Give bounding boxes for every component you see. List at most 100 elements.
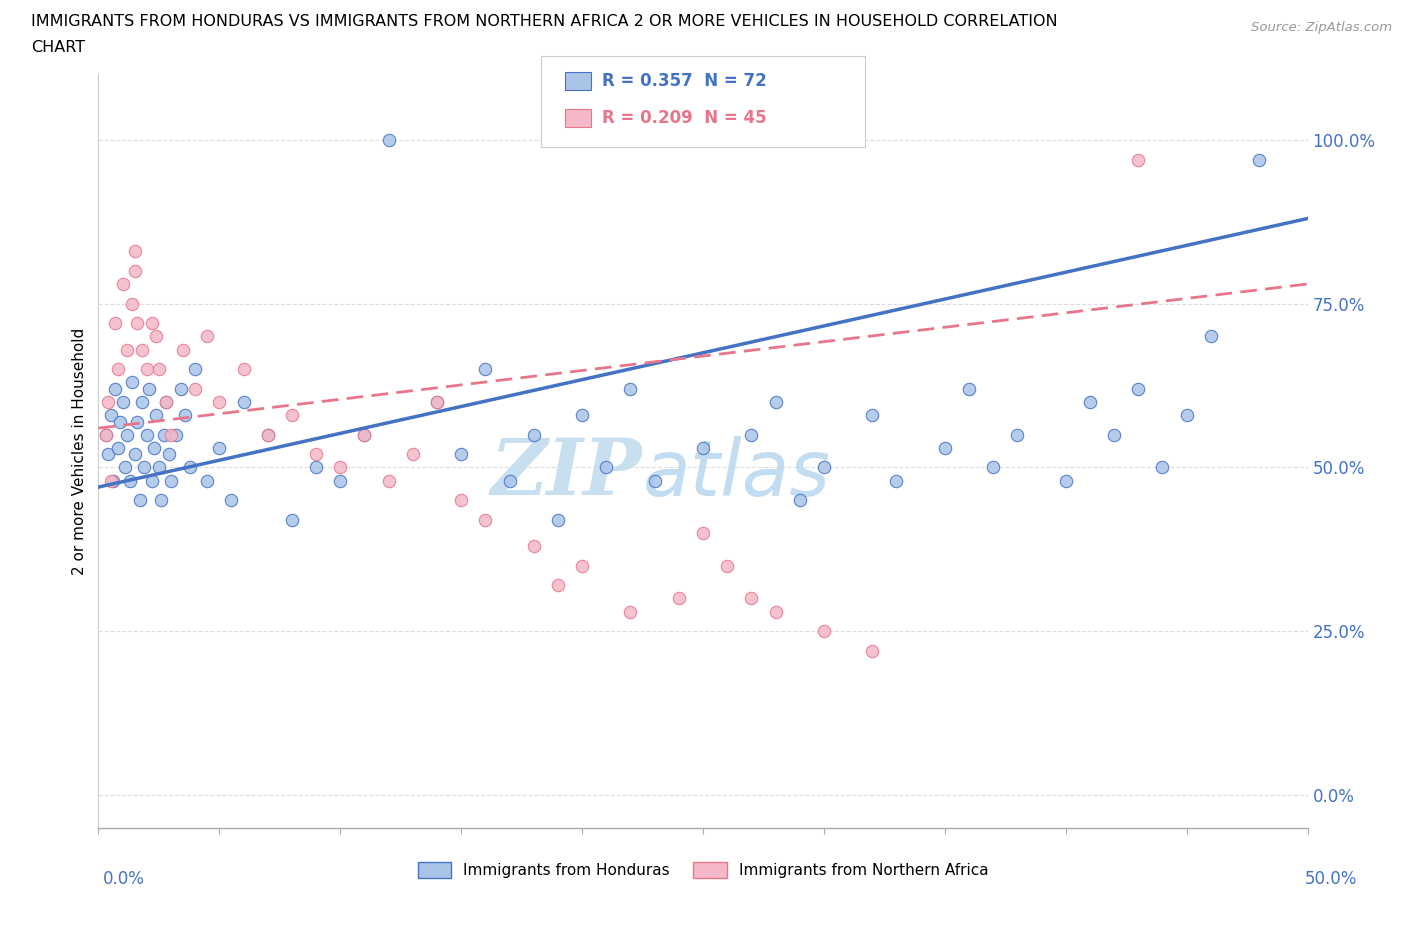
Point bbox=[692, 440, 714, 455]
Point bbox=[160, 473, 183, 488]
Point bbox=[97, 394, 120, 409]
Point bbox=[195, 473, 218, 488]
Point bbox=[426, 394, 449, 409]
Point bbox=[1175, 407, 1198, 422]
Point bbox=[114, 460, 136, 475]
Point bbox=[450, 447, 472, 462]
Point bbox=[281, 512, 304, 527]
Point bbox=[172, 342, 194, 357]
Text: IMMIGRANTS FROM HONDURAS VS IMMIGRANTS FROM NORTHERN AFRICA 2 OR MORE VEHICLES I: IMMIGRANTS FROM HONDURAS VS IMMIGRANTS F… bbox=[31, 14, 1057, 29]
Point bbox=[145, 407, 167, 422]
Point bbox=[100, 473, 122, 488]
Point bbox=[256, 427, 278, 442]
Point bbox=[143, 440, 166, 455]
Point bbox=[97, 447, 120, 462]
Point bbox=[121, 297, 143, 312]
Point bbox=[740, 591, 762, 605]
Text: R = 0.209  N = 45: R = 0.209 N = 45 bbox=[602, 109, 766, 127]
Point bbox=[1078, 394, 1101, 409]
Y-axis label: 2 or more Vehicles in Household: 2 or more Vehicles in Household bbox=[72, 327, 87, 575]
Point bbox=[668, 591, 690, 605]
Point bbox=[523, 427, 546, 442]
Point bbox=[934, 440, 956, 455]
Text: atlas: atlas bbox=[643, 435, 831, 512]
Point bbox=[1007, 427, 1029, 442]
Point bbox=[157, 447, 180, 462]
Point bbox=[165, 427, 187, 442]
Point bbox=[150, 493, 173, 508]
Point bbox=[1249, 153, 1271, 167]
Point bbox=[124, 447, 146, 462]
Point bbox=[402, 447, 425, 462]
Point bbox=[118, 473, 141, 488]
Point bbox=[450, 493, 472, 508]
Point bbox=[232, 394, 254, 409]
Point bbox=[329, 460, 352, 475]
Point bbox=[148, 362, 170, 377]
Text: 50.0%: 50.0% bbox=[1305, 870, 1357, 887]
Point bbox=[208, 440, 231, 455]
Point bbox=[124, 244, 146, 259]
Text: ZIP: ZIP bbox=[491, 435, 643, 512]
Point bbox=[765, 394, 787, 409]
Point bbox=[232, 362, 254, 377]
Point bbox=[127, 316, 149, 331]
Point bbox=[208, 394, 231, 409]
Point bbox=[329, 473, 352, 488]
Point bbox=[1102, 427, 1125, 442]
Point bbox=[94, 427, 117, 442]
Point bbox=[135, 362, 157, 377]
Point bbox=[111, 276, 134, 291]
Point bbox=[644, 473, 666, 488]
Point bbox=[141, 316, 163, 331]
Point bbox=[121, 375, 143, 390]
Point bbox=[740, 427, 762, 442]
Point bbox=[108, 414, 131, 429]
Point bbox=[160, 427, 183, 442]
Point bbox=[131, 394, 153, 409]
Point bbox=[124, 263, 146, 278]
Point bbox=[195, 329, 218, 344]
Point bbox=[692, 525, 714, 540]
Point bbox=[117, 342, 139, 357]
Text: R = 0.357  N = 72: R = 0.357 N = 72 bbox=[602, 72, 766, 90]
Point bbox=[134, 460, 156, 475]
Point bbox=[498, 473, 520, 488]
Legend: Immigrants from Honduras, Immigrants from Northern Africa: Immigrants from Honduras, Immigrants fro… bbox=[412, 856, 994, 884]
Point bbox=[1054, 473, 1077, 488]
Point bbox=[100, 407, 122, 422]
Point bbox=[141, 473, 163, 488]
Point bbox=[101, 473, 124, 488]
Point bbox=[377, 132, 399, 147]
Point bbox=[547, 512, 569, 527]
Point bbox=[813, 460, 835, 475]
Point bbox=[377, 473, 399, 488]
Point bbox=[152, 427, 174, 442]
Point bbox=[169, 381, 191, 396]
Point bbox=[221, 493, 243, 508]
Point bbox=[145, 329, 167, 344]
Point bbox=[571, 407, 593, 422]
Point bbox=[131, 342, 153, 357]
Text: Source: ZipAtlas.com: Source: ZipAtlas.com bbox=[1251, 21, 1392, 34]
Point bbox=[1152, 460, 1174, 475]
Point bbox=[104, 316, 127, 331]
Point bbox=[281, 407, 304, 422]
Point bbox=[127, 414, 149, 429]
Point bbox=[104, 381, 127, 396]
Point bbox=[474, 362, 496, 377]
Point bbox=[353, 427, 375, 442]
Text: CHART: CHART bbox=[31, 40, 84, 55]
Point bbox=[305, 460, 328, 475]
Point bbox=[1128, 153, 1150, 167]
Point bbox=[1199, 329, 1222, 344]
Point bbox=[107, 362, 129, 377]
Point bbox=[765, 604, 787, 619]
Point bbox=[813, 624, 835, 639]
Point bbox=[860, 407, 883, 422]
Point bbox=[135, 427, 157, 442]
Text: 0.0%: 0.0% bbox=[103, 870, 145, 887]
Point bbox=[148, 460, 170, 475]
Point bbox=[94, 427, 117, 442]
Point bbox=[179, 460, 201, 475]
